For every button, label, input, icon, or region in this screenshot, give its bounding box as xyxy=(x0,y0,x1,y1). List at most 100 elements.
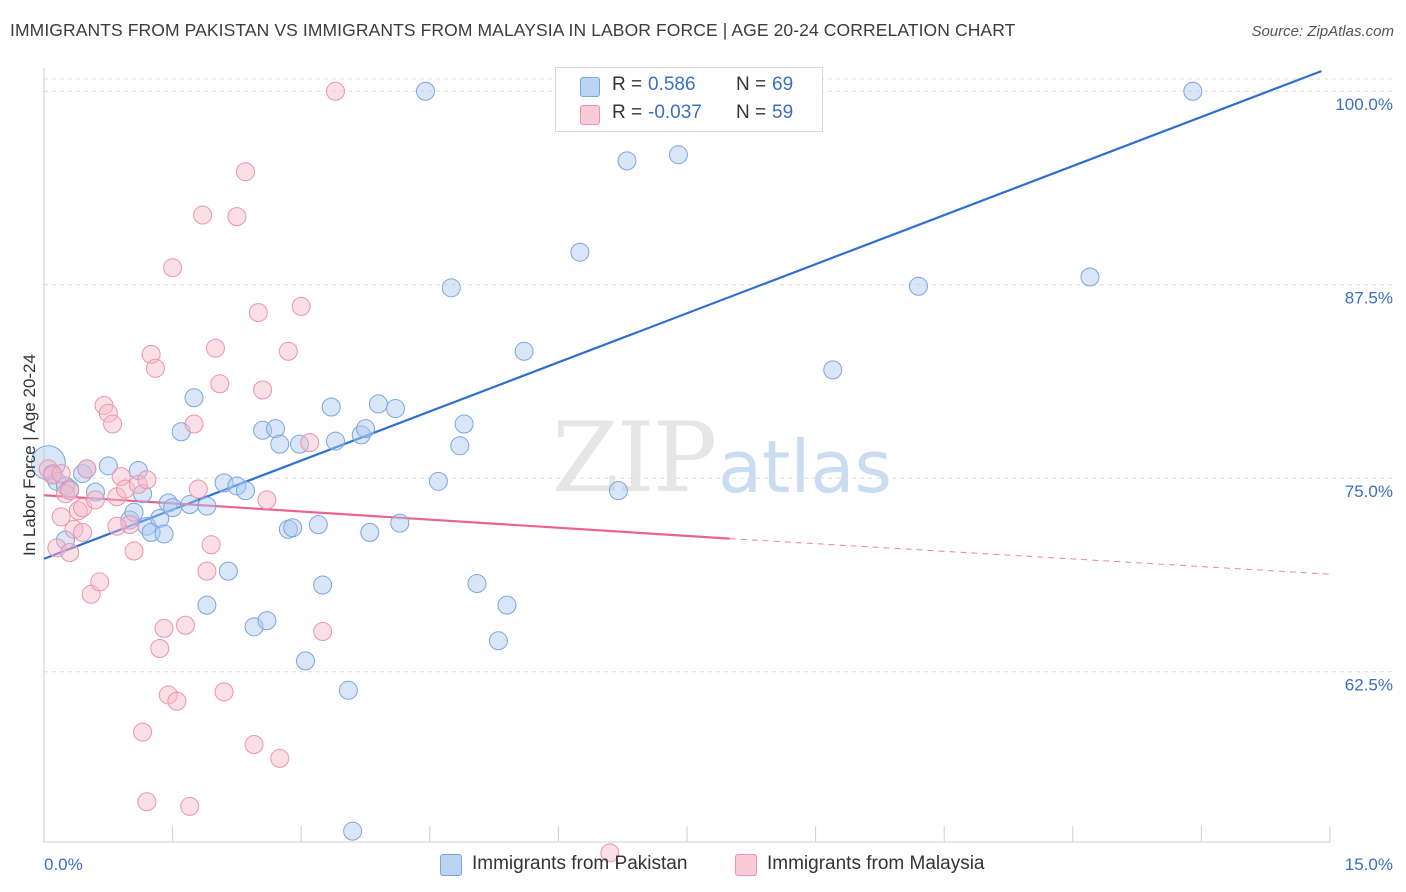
legend-row-malaysia: R = -0.037 N = 59 xyxy=(556,100,822,128)
legend-n-value: 59 xyxy=(772,102,794,123)
pakistan-point xyxy=(150,508,170,528)
legend-n-label: N = xyxy=(736,102,767,123)
legend-n-value: 69 xyxy=(772,74,794,95)
malaysia-point xyxy=(184,414,204,434)
pakistan-point xyxy=(608,481,628,501)
pakistan-point xyxy=(289,434,309,454)
pakistan-point xyxy=(321,397,341,417)
malaysia-point xyxy=(77,459,97,479)
legend-r-value: -0.037 xyxy=(648,102,702,123)
malaysia-trend-extension xyxy=(729,538,1331,575)
x-tick-label-min: 0.0% xyxy=(44,855,83,874)
legend-r-label: R = xyxy=(612,102,643,123)
pakistan-point xyxy=(265,419,285,439)
y-axis-label: In Labor Force | Age 20-24 xyxy=(20,354,39,556)
malaysia-point xyxy=(205,338,225,358)
pakistan-point xyxy=(214,473,234,493)
y-tick-label: 75.0% xyxy=(1345,482,1393,501)
malaysia-point xyxy=(257,490,277,510)
y-tick-label: 100.0% xyxy=(1335,95,1393,114)
watermark-zip: ZIP xyxy=(552,402,717,514)
watermark-atlas: atlas xyxy=(718,425,892,509)
pakistan-point xyxy=(218,561,238,581)
malaysia-point xyxy=(150,639,170,658)
malaysia-point xyxy=(98,403,118,423)
malaysia-point xyxy=(154,618,174,638)
malaysia-point xyxy=(163,258,183,278)
malaysia-point xyxy=(137,470,157,490)
malaysia-point xyxy=(235,162,255,182)
bottom-legend-swatch-pakistan xyxy=(440,854,462,876)
malaysia-point xyxy=(60,543,80,563)
data-points xyxy=(30,81,1203,863)
pakistan-point xyxy=(416,81,436,101)
malaysia-point xyxy=(124,541,144,561)
pakistan-point xyxy=(283,518,303,538)
malaysia-trend-line xyxy=(43,494,730,540)
pakistan-point xyxy=(343,821,363,841)
pakistan-point xyxy=(467,573,487,593)
pakistan-point xyxy=(368,394,388,414)
pakistan-point xyxy=(154,524,174,544)
malaysia-point xyxy=(270,748,290,768)
legend-row-pakistan: R = 0.586 N = 69 xyxy=(556,72,822,100)
malaysia-point xyxy=(188,479,208,499)
pakistan-point xyxy=(617,151,637,171)
malaysia-point xyxy=(180,796,200,816)
malaysia-point xyxy=(248,303,268,323)
malaysia-point xyxy=(111,467,131,487)
malaysia-point xyxy=(201,535,221,555)
pakistan-point xyxy=(668,145,688,165)
malaysia-point xyxy=(210,374,230,394)
pakistan-point xyxy=(390,513,410,533)
malaysia-point xyxy=(193,205,213,225)
legend-r-label: R = xyxy=(612,74,643,95)
pakistan-point xyxy=(257,611,277,631)
source-label: Source: ZipAtlas.com xyxy=(1251,23,1394,40)
bottom-legend-label-pakistan: Immigrants from Pakistan xyxy=(472,853,688,874)
legend-swatch-malaysia xyxy=(580,105,600,125)
legend-n-label: N = xyxy=(736,74,767,95)
pakistan-point xyxy=(308,515,328,535)
pakistan-point xyxy=(454,414,474,434)
pakistan-point xyxy=(85,482,105,502)
pakistan-point xyxy=(197,496,217,516)
malaysia-point xyxy=(73,522,93,542)
pakistan-point xyxy=(98,456,118,476)
legend-swatch-pakistan xyxy=(580,77,600,97)
malaysia-point xyxy=(51,507,71,527)
malaysia-point xyxy=(313,621,333,641)
pakistan-point xyxy=(570,242,590,262)
pakistan-point xyxy=(184,388,204,408)
malaysia-point xyxy=(128,474,148,494)
malaysia-point xyxy=(325,81,345,101)
malaysia-point xyxy=(175,615,195,635)
malaysia-point xyxy=(107,516,127,536)
malaysia-point xyxy=(90,572,110,592)
malaysia-point xyxy=(145,358,165,378)
malaysia-point xyxy=(51,464,71,484)
pakistan-point xyxy=(1080,267,1100,287)
malaysia-point xyxy=(291,296,311,316)
y-tick-label: 87.5% xyxy=(1345,289,1393,308)
y-tick-label: 62.5% xyxy=(1345,676,1393,695)
pakistan-point xyxy=(514,341,534,361)
pakistan-point xyxy=(488,631,508,651)
malaysia-point xyxy=(253,380,273,400)
pakistan-point xyxy=(313,575,333,595)
malaysia-point xyxy=(47,538,67,558)
axes xyxy=(43,68,1331,843)
pakistan-point xyxy=(360,522,380,542)
pakistan-point xyxy=(356,419,375,439)
pakistan-point xyxy=(295,651,315,671)
pakistan-point xyxy=(823,360,843,380)
malaysia-point xyxy=(214,682,234,702)
trend-lines xyxy=(43,70,1331,575)
malaysia-point xyxy=(137,792,157,812)
malaysia-point xyxy=(600,843,620,863)
malaysia-point xyxy=(197,561,217,581)
malaysia-point xyxy=(244,734,264,754)
pakistan-point xyxy=(386,399,406,419)
correlation-legend: R = 0.586 N = 69 R = -0.037 N = 59 xyxy=(555,67,823,132)
